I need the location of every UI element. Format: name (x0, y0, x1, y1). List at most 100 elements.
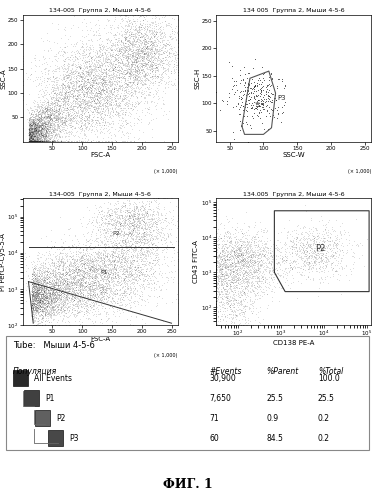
Point (42, 276, 48, 284)
Point (34, 137, 40, 145)
Point (39, 134, 45, 141)
Point (56, 261, 62, 269)
Point (83, 114, 89, 122)
Point (80, 290, 86, 298)
Point (69, 305, 75, 313)
Point (33, 307, 39, 315)
Point (223, 256, 229, 264)
Point (148, 110, 154, 118)
Point (218, 270, 224, 278)
Point (62, 284, 68, 292)
Point (249, 88, 255, 96)
Point (76, 118, 82, 126)
Point (251, 240, 257, 248)
Point (115, 252, 121, 260)
Point (238, 245, 244, 253)
Point (72, 94, 78, 102)
Point (152, 102, 157, 110)
Point (30, 137, 36, 145)
Point (251, 267, 257, 275)
Point (244, 112, 250, 120)
Point (329, 253, 335, 261)
Point (40, 137, 46, 145)
Point (123, 268, 129, 276)
Point (40, 106, 46, 114)
Point (48, 286, 54, 294)
Point (120, 70, 126, 78)
Point (28, 136, 34, 143)
Point (41, 267, 47, 275)
Point (213, 248, 219, 256)
Point (129, 81, 135, 89)
Point (78, 76, 84, 84)
Point (65, 287, 71, 295)
Point (30, 126, 36, 134)
Point (43, 248, 49, 256)
Point (113, 36, 119, 44)
Point (165, 40, 171, 48)
Point (293, 226, 299, 234)
Point (44, 108, 50, 116)
Point (226, 270, 232, 278)
Point (132, 28, 138, 36)
Point (86, 108, 92, 116)
Point (141, 228, 147, 236)
Point (213, 321, 219, 329)
Point (231, 81, 237, 89)
Point (36, 62, 42, 70)
Point (142, 76, 148, 84)
Point (37, 288, 43, 296)
Point (252, 242, 258, 250)
Point (318, 249, 324, 257)
Point (220, 256, 226, 264)
Point (153, 246, 159, 254)
Point (104, 55, 110, 63)
Point (213, 294, 219, 302)
Point (313, 260, 319, 268)
Point (112, 62, 118, 70)
Point (137, 253, 143, 261)
Point (93, 234, 99, 242)
Point (231, 304, 237, 312)
Point (224, 255, 230, 263)
Point (41, 284, 47, 292)
Point (57, 273, 63, 281)
Point (40, 290, 46, 298)
Point (110, 247, 116, 255)
Point (213, 250, 219, 258)
Point (107, 212, 113, 220)
Point (122, 54, 128, 62)
Point (73, 63, 79, 71)
Point (32, 132, 38, 140)
Point (121, 274, 127, 282)
Point (39, 124, 45, 132)
Point (66, 294, 72, 302)
Point (35, 314, 41, 322)
Point (154, 232, 160, 239)
Point (127, 270, 133, 278)
Point (154, 28, 160, 36)
Point (35, 74, 41, 82)
Point (234, 238, 240, 246)
Point (54, 308, 60, 316)
Point (83, 258, 89, 266)
Point (62, 77, 68, 85)
Point (57, 294, 63, 302)
Point (34, 136, 40, 143)
Point (56, 105, 62, 113)
Point (251, 92, 257, 100)
Point (236, 265, 242, 273)
Point (81, 52, 87, 60)
Point (107, 292, 113, 300)
Point (247, 251, 253, 259)
Point (112, 256, 118, 264)
Point (134, 62, 140, 70)
Point (26, 135, 32, 143)
Point (101, 43, 107, 51)
Point (38, 118, 44, 126)
Point (100, 282, 106, 290)
Point (26, 137, 32, 145)
Point (33, 129, 39, 137)
Point (107, 215, 113, 223)
Point (53, 134, 59, 141)
